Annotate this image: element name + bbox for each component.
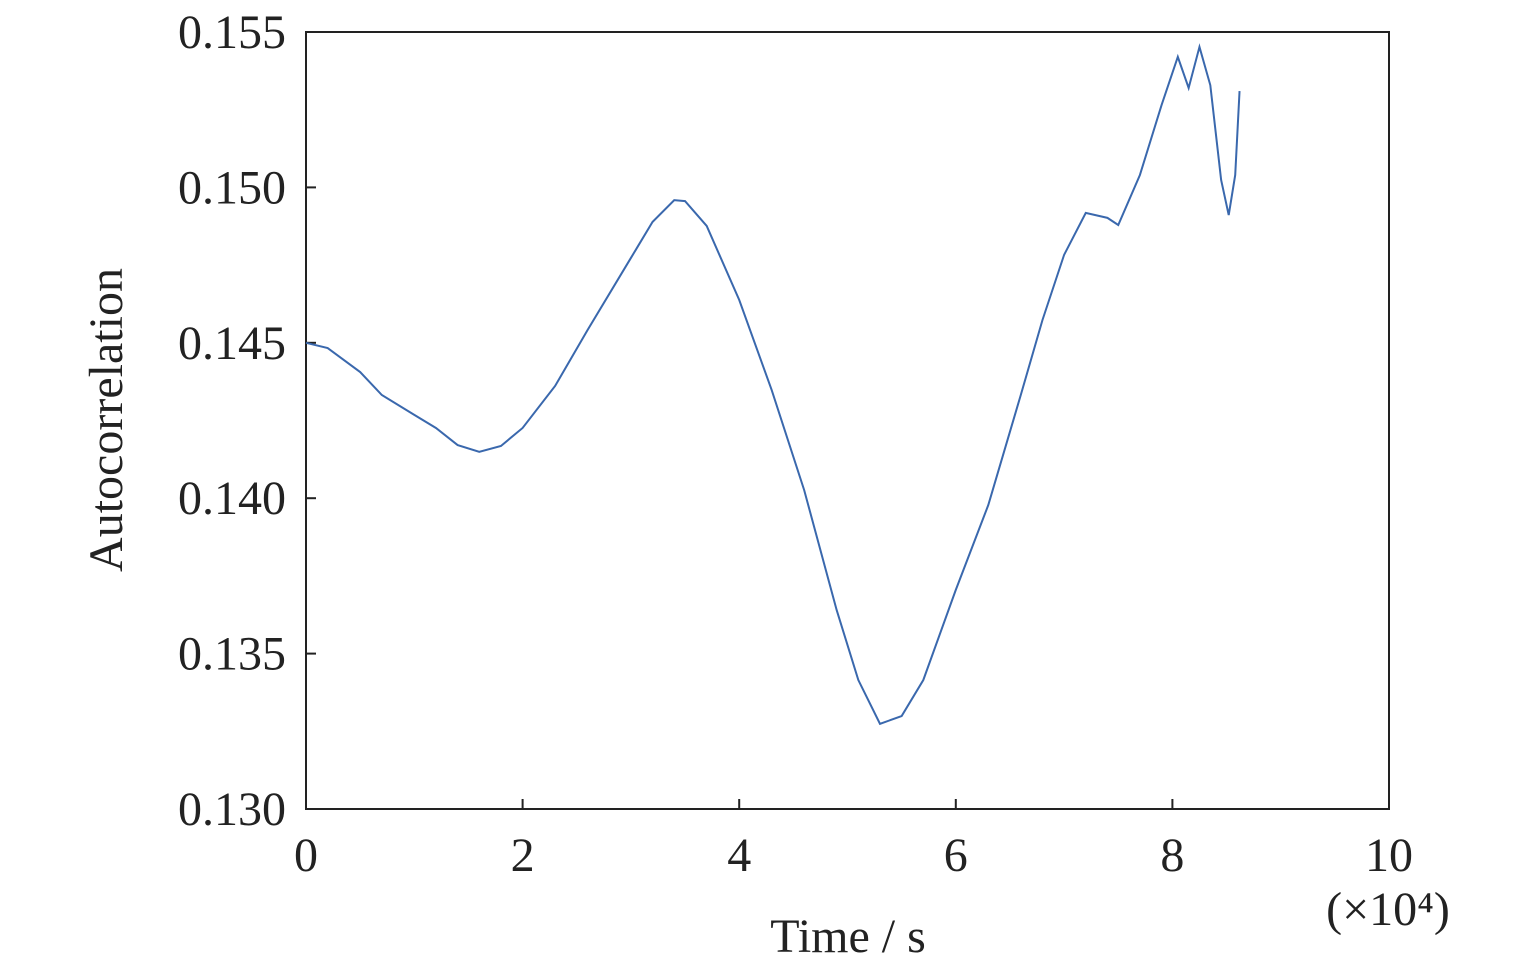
y-tick-label: 0.145 xyxy=(178,317,286,370)
x-tick-label: 10 xyxy=(1365,829,1413,882)
x-tick-label: 8 xyxy=(1160,829,1184,882)
x-multiplier: (×10⁴) xyxy=(1326,883,1450,936)
x-tick-label: 2 xyxy=(511,829,535,882)
x-tick-label: 6 xyxy=(944,829,968,882)
y-tick-label: 0.150 xyxy=(178,161,286,214)
y-tick-label: 0.135 xyxy=(178,628,286,681)
y-axis-label: Autocorrelation xyxy=(80,268,133,572)
x-tick-label: 0 xyxy=(294,829,318,882)
plot-frame xyxy=(305,31,1390,810)
data-line xyxy=(305,43,1241,726)
x-tick-label: 4 xyxy=(727,829,751,882)
y-tick-label: 0.155 xyxy=(178,6,286,59)
y-tick-label: 0.140 xyxy=(178,472,286,525)
y-tick-label: 0.130 xyxy=(178,783,286,836)
x-axis-label: Time / s xyxy=(770,910,926,963)
